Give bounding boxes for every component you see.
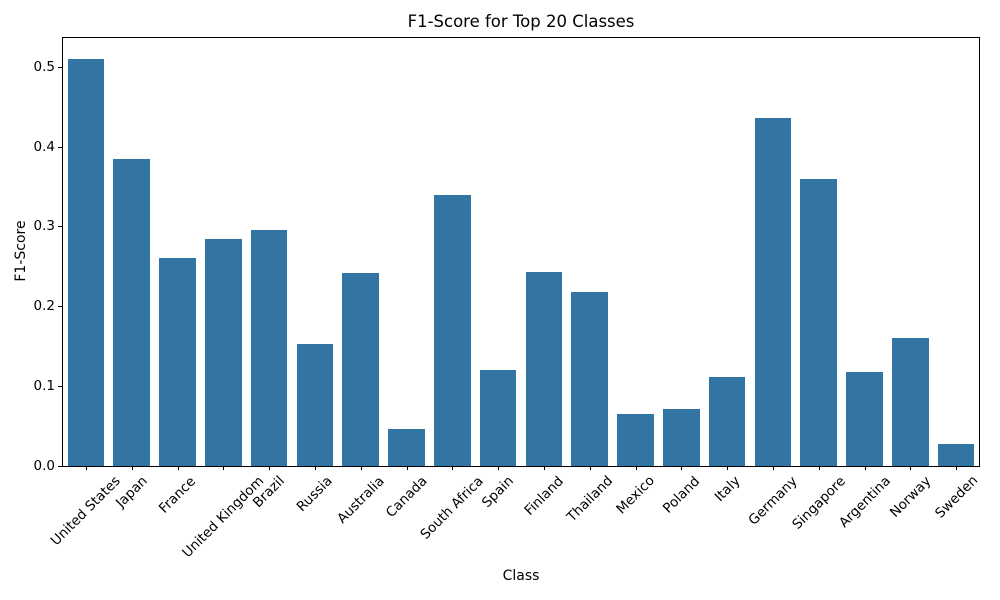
x-tick-mark [360,466,362,470]
bar-argentina [846,371,883,466]
y-tick-mark [58,226,63,228]
x-tick-label-thailand: Thailand [563,472,616,526]
bar-brazil [250,229,288,466]
x-tick-label-poland: Poland [659,472,703,517]
y-tick-mark [58,386,63,388]
x-tick-mark [772,466,774,470]
x-tick-label-finland: Finland [521,472,567,519]
x-tick-mark [589,466,591,470]
chart-title: F1-Score for Top 20 Classes [407,12,635,31]
x-tick-mark [543,466,545,470]
x-tick-label-mexico: Mexico [613,472,658,518]
x-tick-mark [406,466,408,470]
bar-spain [479,370,517,466]
y-tick-mark [58,466,63,467]
x-tick-mark [131,466,133,470]
x-tick-mark [635,466,637,470]
y-tick-label: 0.0 [33,458,55,474]
bar-united-states [67,58,105,466]
bar-australia [342,272,379,466]
x-tick-mark [498,466,500,470]
bar-canada [388,429,425,466]
x-tick-label-france: France [155,473,199,517]
y-tick-label: 0.1 [33,378,55,395]
bar-norway [891,338,929,466]
x-tick-mark [681,466,683,470]
x-tick-label-russia: Russia [294,472,337,515]
x-tick-mark [727,466,729,470]
x-tick-label-italy: Italy [711,472,744,505]
x-tick-mark [864,466,866,470]
bar-south-africa [433,195,471,466]
bar-france [159,258,196,466]
x-tick-label-canada: Canada [382,472,431,521]
x-tick-mark [956,466,958,470]
x-tick-label-sweden: Sweden [931,472,981,522]
bar-sweden [937,444,975,466]
x-tick-mark [223,466,225,470]
x-tick-mark [85,466,87,470]
x-tick-label-norway: Norway [886,472,935,521]
bar-finland [525,271,563,466]
plot-area [62,37,980,467]
x-tick-label-spain: Spain [478,473,517,512]
x-tick-label-united-states: United States [48,472,125,549]
y-tick-label: 0.5 [33,58,55,75]
bar-poland [662,408,700,466]
bar-thailand [571,291,608,466]
bar-japan [113,159,150,466]
x-tick-mark [177,466,179,470]
y-tick-mark [58,306,63,308]
x-tick-mark [818,466,820,470]
y-tick-label: 0.4 [33,138,55,155]
bar-germany [754,117,792,466]
bar-mexico [617,414,654,466]
x-tick-mark [910,466,912,470]
bar-russia [296,343,334,466]
y-tick-mark [58,66,63,68]
bar-united-kingdom [204,239,242,466]
x-tick-label-australia: Australia [333,473,388,527]
bar-italy [708,376,746,466]
y-tick-label: 0.2 [33,298,55,315]
x-axis-label: Class [502,568,540,584]
x-tick-mark [269,466,271,470]
x-tick-mark [452,466,454,470]
y-tick-label: 0.3 [33,218,55,235]
y-tick-mark [58,146,63,148]
bar-singapore [800,178,837,466]
x-tick-mark [314,466,316,470]
